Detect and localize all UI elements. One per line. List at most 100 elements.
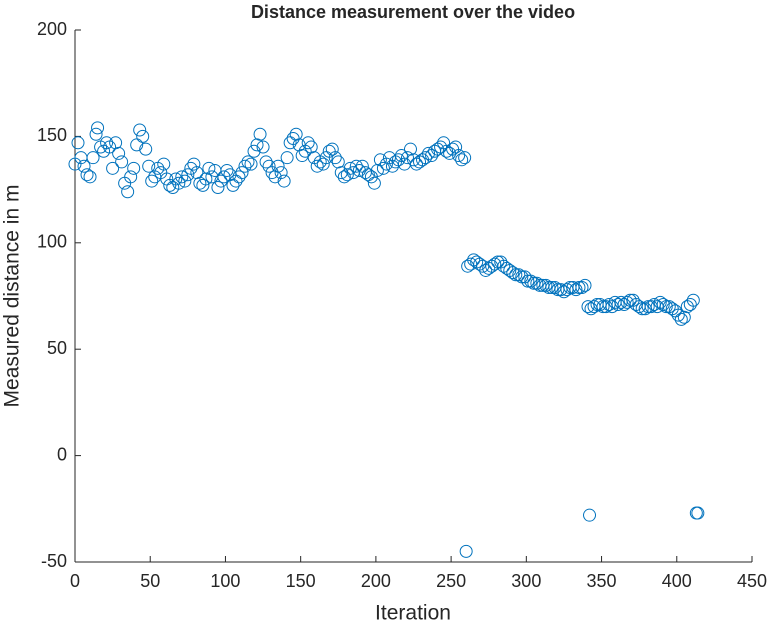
scatter-point xyxy=(86,151,100,165)
scatter-point xyxy=(458,151,472,165)
scatter-point xyxy=(394,149,408,163)
scatter-point xyxy=(400,151,414,165)
scatter-point xyxy=(668,304,682,318)
scatter-point xyxy=(259,155,273,169)
scatter-point xyxy=(112,146,126,160)
chart-title: Distance measurement over the video xyxy=(251,2,575,22)
scatter-point xyxy=(145,174,159,188)
scatter-point xyxy=(172,176,186,190)
scatter-point xyxy=(277,174,291,188)
scatter-point xyxy=(337,170,351,184)
scatter-point xyxy=(124,170,138,184)
scatter-point xyxy=(121,185,135,199)
scatter-point xyxy=(635,302,649,316)
scatter-point xyxy=(319,151,333,165)
scatter-point xyxy=(340,168,354,182)
scatter-point xyxy=(452,149,466,163)
scatter-point xyxy=(280,151,294,165)
scatter-point xyxy=(91,121,105,135)
scatter-point xyxy=(77,159,91,173)
scatter-point xyxy=(181,168,195,182)
scatter-point xyxy=(569,283,583,297)
scatter-point xyxy=(611,298,625,312)
scatter-point xyxy=(244,157,258,171)
scatter-point xyxy=(578,278,592,292)
scatter-point xyxy=(301,136,315,150)
scatter-point xyxy=(641,300,655,314)
scatter-point xyxy=(160,172,174,186)
x-tick-label: 100 xyxy=(210,571,240,591)
y-axis-label: Measured distance in m xyxy=(1,185,24,408)
scatter-point xyxy=(127,161,141,175)
scatter-point xyxy=(202,161,216,175)
scatter-point xyxy=(572,280,586,294)
scatter-point xyxy=(187,157,201,171)
scatter-point xyxy=(220,163,234,177)
scatter-point xyxy=(83,170,97,184)
scatter-point xyxy=(671,308,685,322)
scatter-point xyxy=(509,268,523,282)
x-tick-label: 0 xyxy=(70,571,80,591)
y-tick-label: 100 xyxy=(37,232,67,252)
scatter-point xyxy=(196,178,210,192)
scatter-point xyxy=(175,170,189,184)
scatter-point xyxy=(89,127,103,141)
y-tick-label: 0 xyxy=(57,444,67,464)
scatter-point xyxy=(71,136,85,150)
scatter-point xyxy=(316,157,330,171)
x-tick-label: 450 xyxy=(737,571,767,591)
x-tick-label: 350 xyxy=(587,571,617,591)
scatter-point xyxy=(133,123,147,137)
scatter-point xyxy=(367,176,381,190)
x-tick-label: 150 xyxy=(286,571,316,591)
x-tick-label: 200 xyxy=(361,571,391,591)
scatter-point xyxy=(455,153,469,167)
scatter-point xyxy=(217,170,231,184)
scatter-point xyxy=(100,136,114,150)
scatter-point xyxy=(512,268,526,282)
scatter-point xyxy=(437,136,451,150)
scatter-point xyxy=(262,159,276,173)
scatter-point xyxy=(271,159,285,173)
scatter-point xyxy=(352,163,366,177)
scatter-point xyxy=(659,300,673,314)
scatter-point xyxy=(274,166,288,180)
scatter-point xyxy=(283,136,297,150)
x-tick-label: 300 xyxy=(511,571,541,591)
scatter-point xyxy=(178,174,192,188)
scatter-point xyxy=(524,274,538,288)
scatter-point xyxy=(106,161,120,175)
scatter-point xyxy=(142,159,156,173)
scatter-point xyxy=(596,300,610,314)
scatter-point xyxy=(691,506,705,520)
scatter-point xyxy=(310,159,324,173)
scatter-point xyxy=(157,157,171,171)
scatter-point xyxy=(545,280,559,294)
scatter-point xyxy=(169,172,183,186)
scatter-point xyxy=(683,298,697,312)
scatter-point xyxy=(241,155,255,169)
scatter-point xyxy=(440,144,454,158)
scatter-point xyxy=(232,170,246,184)
scatter-point xyxy=(139,142,153,156)
scatter-point xyxy=(575,280,589,294)
scatter-point xyxy=(583,508,597,522)
y-tick-label: -50 xyxy=(41,551,67,571)
scatter-point xyxy=(211,180,225,194)
scatter-point xyxy=(80,168,94,182)
scatter-point xyxy=(235,166,249,180)
scatter-point xyxy=(656,298,670,312)
x-axis-label: Iteration xyxy=(375,602,451,625)
scatter-point xyxy=(130,138,144,152)
scatter-point xyxy=(361,168,375,182)
x-tick-label: 50 xyxy=(140,571,160,591)
y-tick-label: 50 xyxy=(47,338,67,358)
scatter-point xyxy=(686,293,700,307)
scatter-point xyxy=(506,266,520,280)
scatter-point xyxy=(620,295,634,309)
x-tick-label: 250 xyxy=(436,571,466,591)
y-tick-label: 200 xyxy=(37,19,67,39)
